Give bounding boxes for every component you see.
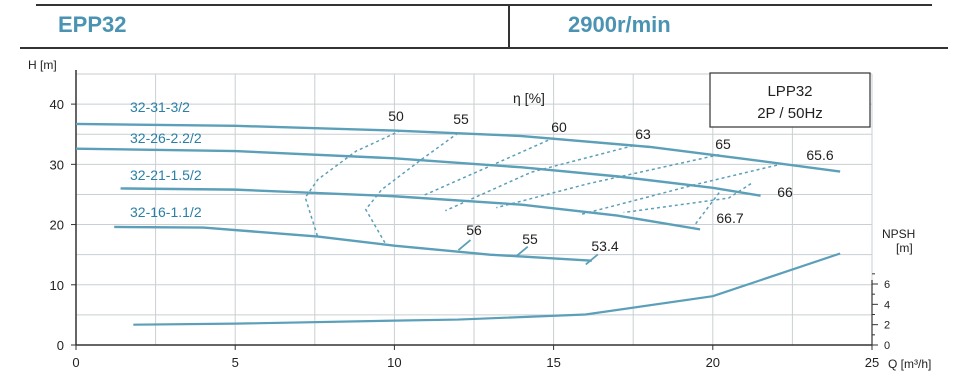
head-curve-2: [75, 147, 761, 197]
efficiency-contour-66-7: [693, 192, 720, 227]
model-title: EPP32: [58, 12, 127, 37]
contour-label: 66: [777, 184, 793, 200]
y-tick-label: 10: [50, 278, 64, 293]
x-tick-label: 15: [546, 355, 560, 370]
efficiency-mark-label: 53.4: [591, 238, 618, 254]
y-tick-label: 20: [50, 218, 64, 233]
contour-label: 60: [551, 119, 567, 135]
legend-box: LPP32 2P / 50Hz: [709, 72, 871, 128]
efficiency-mark-label: 55: [522, 231, 538, 247]
contour-label: 50: [388, 108, 404, 124]
header-rule-top: [36, 4, 932, 6]
npsh-tick-label: 0: [884, 340, 890, 352]
efficiency-contour-60: [422, 137, 554, 197]
efficiency-contour-63: [445, 144, 634, 212]
efficiency-contours: [304, 129, 784, 243]
npsh-tick-label: 6: [884, 279, 890, 291]
npsh-axis-label: NPSH: [882, 227, 915, 241]
y-tick-label: 40: [50, 97, 64, 112]
speed-title: 2900r/min: [568, 12, 671, 37]
y-tick-label: 0: [57, 338, 64, 353]
efficiency-contour-65: [496, 153, 720, 209]
efficiency-contour-66: [623, 182, 752, 214]
series-label: 32-31-3/2: [130, 99, 190, 115]
legend-line-2: 2P / 50Hz: [757, 105, 823, 122]
efficiency-contour-55: [364, 132, 459, 243]
npsh-curve-group: [133, 252, 841, 326]
contour-label: 65: [715, 136, 731, 152]
contour-label: 55: [453, 111, 469, 127]
head-curves: [75, 122, 841, 266]
chart-labels: 32-31-3/2 32-26-2.2/2 32-21-1.5/2 32-16-1.1…: [130, 99, 834, 254]
efficiency-mark: [585, 253, 599, 266]
x-tick-label: 0: [72, 355, 79, 370]
efficiency-axis-label: η [%]: [513, 90, 545, 106]
legend-line-1: LPP32: [767, 83, 812, 100]
axes: 0 5 10 15 20 25 0 10 20 30 40 0 2 4 6: [50, 70, 890, 370]
npsh-tick-label: 4: [884, 299, 890, 311]
contour-label: 63: [635, 126, 651, 142]
npsh-axis-unit: [m]: [896, 241, 913, 255]
header-rule-bottom: [20, 47, 948, 49]
x-axis-label: Q [m³/h]: [888, 357, 931, 371]
efficiency-mark-label: 56: [466, 222, 482, 238]
y-axis-label: H [m]: [28, 58, 57, 72]
series-label: 32-21-1.5/2: [130, 167, 202, 183]
head-curve-4: [114, 225, 592, 262]
efficiency-mark: [457, 239, 472, 251]
efficiency-mark: [515, 245, 529, 258]
y-tick-label: 30: [50, 157, 64, 172]
contour-label: 66.7: [716, 210, 743, 226]
head-curve-3: [120, 187, 701, 231]
series-label: 32-16-1.1/2: [130, 204, 202, 220]
head-curve-1: [75, 122, 841, 173]
header-bar: EPP32 2900r/min: [0, 0, 968, 52]
x-tick-label: 5: [232, 355, 239, 370]
npsh-curve: [133, 252, 841, 326]
contour-label: 65.6: [806, 147, 833, 163]
x-tick-label: 25: [865, 355, 879, 370]
x-tick-label: 20: [706, 355, 720, 370]
efficiency-contour-50: [304, 129, 402, 239]
npsh-tick-label: 2: [884, 320, 890, 332]
header-divider: [508, 4, 510, 48]
efficiency-contour-65-6: [578, 163, 784, 216]
x-tick-label: 10: [387, 355, 401, 370]
series-label: 32-26-2.2/2: [130, 130, 202, 146]
